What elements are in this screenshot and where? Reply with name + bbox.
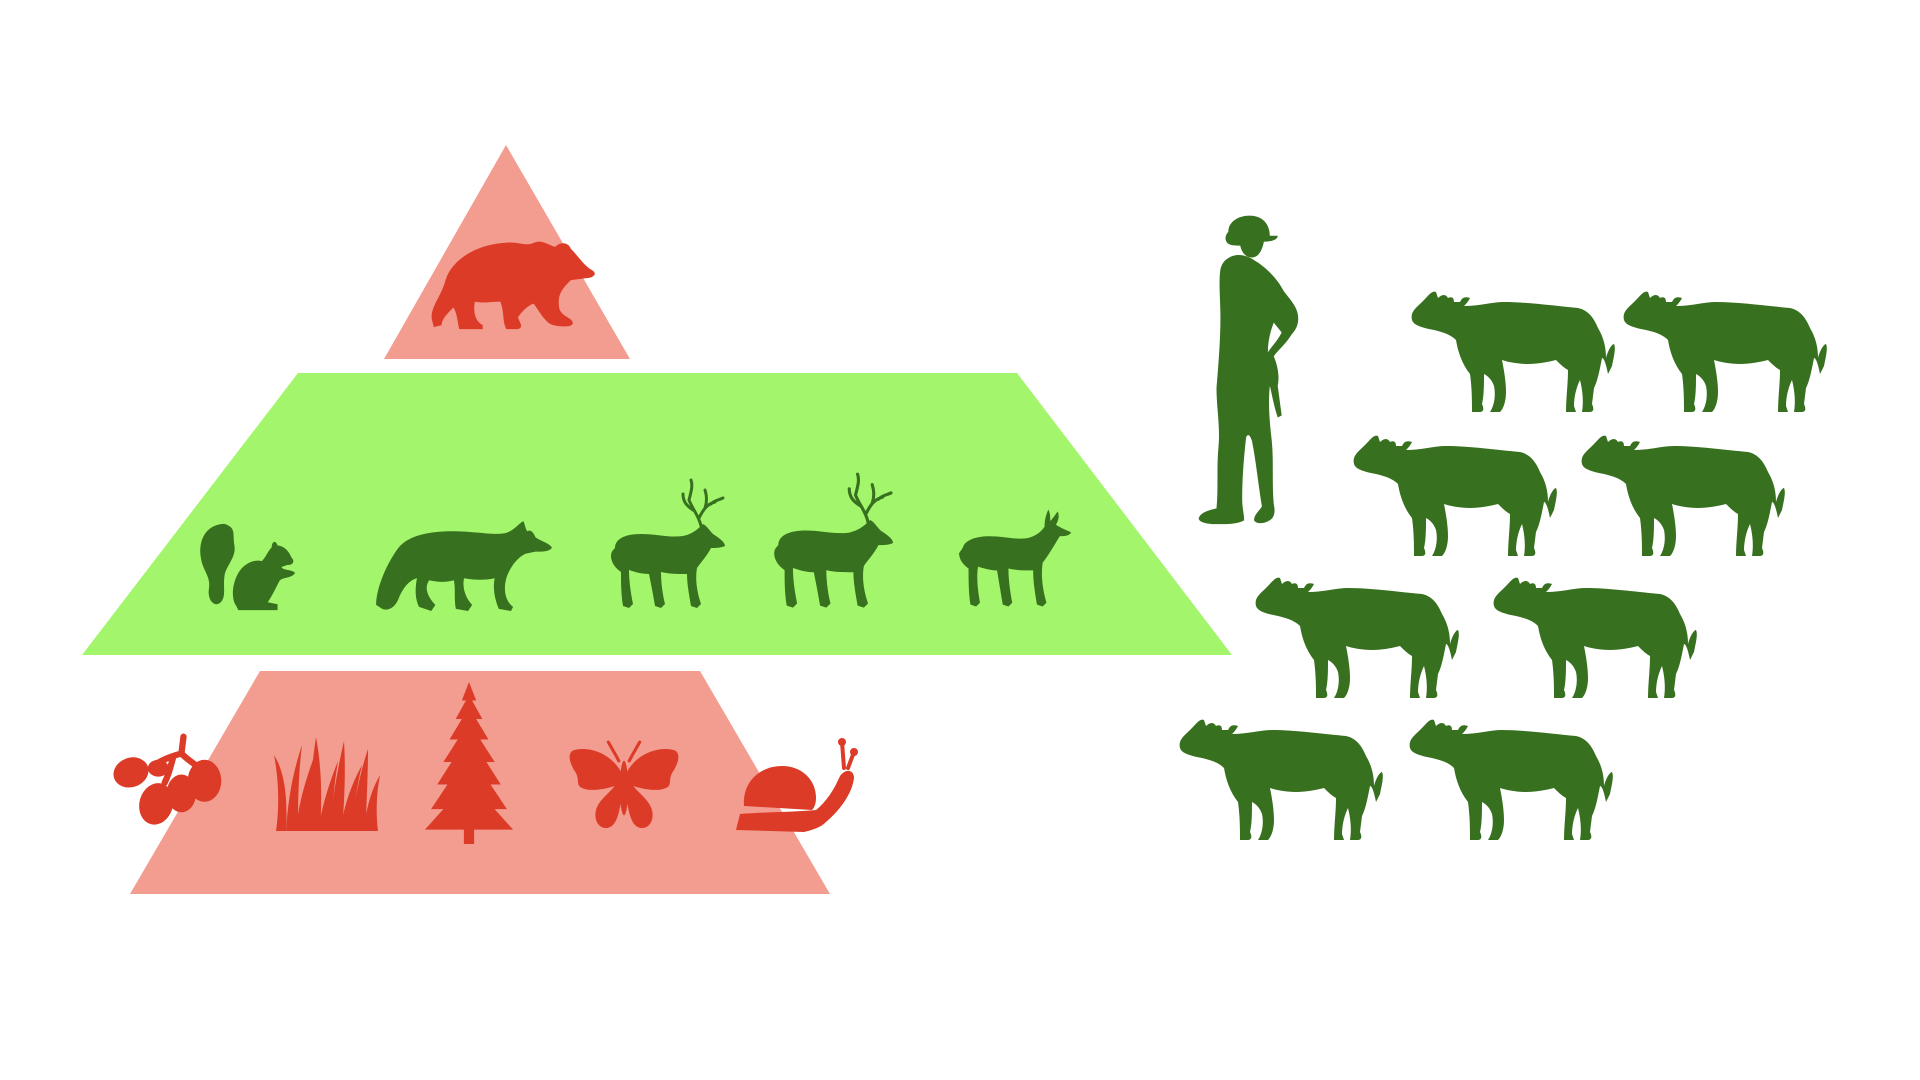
middle-tier [82,373,1232,655]
cow-icon [1581,435,1785,556]
cow-icon [1623,291,1827,412]
snail-icon [736,738,860,834]
cow-icon [1493,577,1697,698]
cow-icon [1411,291,1615,412]
cow-icon [1353,435,1557,556]
cow-icon [1255,577,1459,698]
cow-icon [1179,719,1383,840]
rancher-icon [1198,215,1299,525]
cow-icon [1409,719,1613,840]
